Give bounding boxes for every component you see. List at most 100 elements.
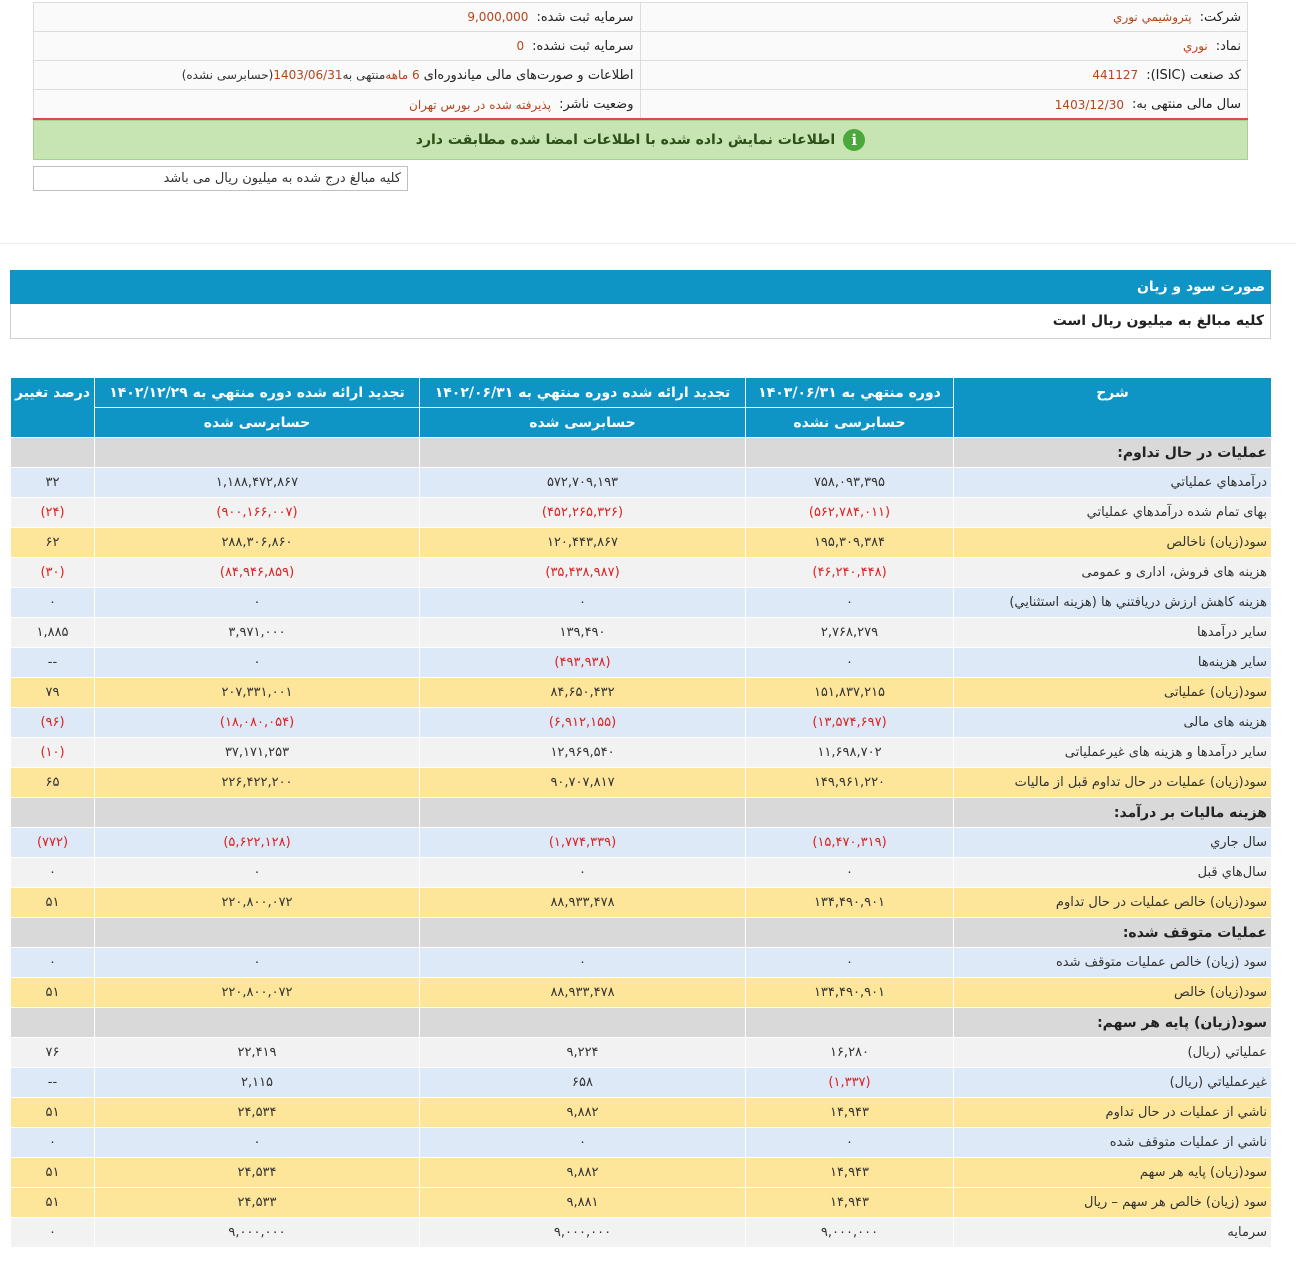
unregistered-capital-label: سرمایه ثبت نشده:: [532, 38, 634, 54]
cell-p2: ۰: [419, 857, 746, 888]
header-period-2: تجدید ارائه شده دوره منتهي به ۱۴۰۲/۰۶/۳۱: [419, 377, 746, 408]
table-row: هزینه کاهش ارزش دریافتني ها (هزينه استثن…: [10, 587, 1272, 618]
cell-pct: ۳۲: [10, 467, 95, 498]
table-row: سود (زيان) خالص هر سهم – ريال ۱۴,۹۴۳ ۹,۸۸۱…: [10, 1187, 1272, 1218]
cell-pct: [10, 1007, 95, 1038]
banner-text: اطلاعات نمایش داده شده با اطلاعات امضا ش…: [415, 132, 836, 148]
unit-note-box: کلیه مبالغ درج شده به میلیون ریال می باش…: [33, 166, 408, 191]
cell-desc: سود(زيان) پايه هر سهم:: [953, 1007, 1272, 1038]
isic-cell: کد صنعت (ISIC): 441127: [640, 61, 1247, 89]
cell-desc: سود (زيان) خالص هر سهم – ريال: [953, 1187, 1272, 1218]
cell-p3: ۰: [94, 647, 420, 678]
cell-pct: (۱۰): [10, 737, 95, 768]
cell-p1: (۱۳,۵۷۴,۶۹۷): [745, 707, 954, 738]
cell-p1: ۰: [745, 857, 954, 888]
cell-pct: --: [10, 647, 95, 678]
cell-desc: ساير درآمدها: [953, 617, 1272, 648]
cell-pct: ۵۱: [10, 1187, 95, 1218]
table-row: عمليات متوقف شده:: [10, 917, 1272, 948]
cell-p2: ۹,۲۲۴: [419, 1037, 746, 1068]
header-period-3-audit: حسابرسی شده: [94, 407, 420, 438]
cell-desc: سایر هزینه‌ها: [953, 647, 1272, 678]
cell-p1: [745, 437, 954, 468]
cell-pct: (۹۶): [10, 707, 95, 738]
table-row: سود(زيان) پايه هر سهم:: [10, 1007, 1272, 1038]
cell-pct: ۶۲: [10, 527, 95, 558]
registered-capital-cell: سرمایه ثبت شده: 9,000,000: [34, 3, 641, 31]
cell-pct: ۰: [10, 857, 95, 888]
fiscal-year-label: سال مالی منتهی به:: [1131, 97, 1241, 112]
cell-p1: (۴۶,۲۴۰,۴۴۸): [745, 557, 954, 588]
cell-pct: ۵۱: [10, 887, 95, 918]
cell-p1: ۱۴,۹۴۳: [745, 1097, 954, 1128]
cell-desc: سود(زيان) خالص: [953, 977, 1272, 1008]
header-period-3: تجدید ارائه شده دوره منتهي به ۱۴۰۲/۱۲/۲۹: [94, 377, 420, 408]
cell-desc: سود(زيان) عمليات در حال تداوم قبل از مال…: [953, 767, 1272, 798]
info-row-isic: کد صنعت (ISIC): 441127 اطلاعات و صورت‌ها…: [34, 61, 1247, 90]
cell-p3: [94, 1007, 420, 1038]
cell-p1: ۱۶,۲۸۰: [745, 1037, 954, 1068]
cell-p3: ۹,۰۰۰,۰۰۰: [94, 1217, 420, 1248]
cell-p3: [94, 437, 420, 468]
info-row-fiscal: سال مالی منتهی به: 1403/12/30 وضعیت ناشر…: [34, 90, 1247, 119]
cell-p3: ۰: [94, 947, 420, 978]
income-statement-table-wrap: شرح دوره منتهي به ۱۴۰۳/۰۶/۳۱ تجدید ارائه…: [10, 377, 1272, 1248]
cell-p3: ۲۸۸,۳۰۶,۸۶۰: [94, 527, 420, 558]
cell-desc: سرمايه: [953, 1217, 1272, 1248]
table-row: سال جاري (۱۵,۴۷۰,۳۱۹) (۱,۷۷۴,۳۳۹) (۵,۶۲۲,۱۲…: [10, 827, 1272, 858]
cell-desc: ناشي از عمليات متوقف شده: [953, 1127, 1272, 1158]
table-body: عملیات در حال تداوم: درآمدهاي عملياتي ۷۵۸,…: [10, 437, 1272, 1248]
cell-p2: ۸۸,۹۳۳,۴۷۸: [419, 977, 746, 1008]
cell-p1: ۰: [745, 647, 954, 678]
cell-p1: [745, 1007, 954, 1038]
header-period-2-audit: حسابرسی شده: [419, 407, 746, 438]
info-row-company: شرکت: پتروشيمي نوري سرمایه ثبت شده: 9,00…: [34, 3, 1247, 32]
cell-pct: ۱,۸۸۵: [10, 617, 95, 648]
company-info-box: شرکت: پتروشيمي نوري سرمایه ثبت شده: 9,00…: [33, 2, 1248, 120]
cell-desc: عمليات متوقف شده:: [953, 917, 1272, 948]
cell-p1: ۱۴,۹۴۳: [745, 1157, 954, 1188]
cell-p2: ۹,۸۸۱: [419, 1187, 746, 1218]
table-row: ناشي از عمليات در حال تداوم ۱۴,۹۴۳ ۹,۸۸۲ ۲۴…: [10, 1097, 1272, 1128]
cell-pct: ۵۱: [10, 1157, 95, 1188]
cell-p1: ۰: [745, 947, 954, 978]
cell-pct: ۰: [10, 947, 95, 978]
cell-desc: ساير درآمدها و هزينه هاى غيرعملياتى: [953, 737, 1272, 768]
cell-p1: [745, 797, 954, 828]
isic-label: کد صنعت (ISIC):: [1146, 67, 1241, 83]
table-row: هزينه هاى مالى (۱۳,۵۷۴,۶۹۷) (۶,۹۱۲,۱۵۵) (۱۸…: [10, 707, 1272, 738]
isic-value: 441127: [1092, 68, 1139, 82]
cell-p2: [419, 797, 746, 828]
cell-p2: ۶۵۸: [419, 1067, 746, 1098]
cell-desc: بهاى تمام شده درآمدهاي عملياتي: [953, 497, 1272, 528]
cell-p3: ۲۲,۴۱۹: [94, 1037, 420, 1068]
cell-desc: هزينه هاى فروش، ادارى و عمومى: [953, 557, 1272, 588]
cell-p2: ۰: [419, 1127, 746, 1158]
cell-p2: ۹,۸۸۲: [419, 1097, 746, 1128]
cell-p3: [94, 917, 420, 948]
cell-p2: ۹۰,۷۰۷,۸۱۷: [419, 767, 746, 798]
cell-p2: ۵۷۲,۷۰۹,۱۹۳: [419, 467, 746, 498]
cell-p2: [419, 437, 746, 468]
table-row: درآمدهاي عملياتي ۷۵۸,۰۹۳,۳۹۵ ۵۷۲,۷۰۹,۱۹۳ ۱,…: [10, 467, 1272, 498]
company-name-cell: شرکت: پتروشيمي نوري: [640, 3, 1247, 31]
cell-desc: درآمدهاي عملياتي: [953, 467, 1272, 498]
cell-p1: ۱۵۱,۸۳۷,۲۱۵: [745, 677, 954, 708]
cell-p2: ۹,۰۰۰,۰۰۰: [419, 1217, 746, 1248]
table-row: سود(زيان) ناخالص ۱۹۵,۳۰۹,۳۸۴ ۱۲۰,۴۴۳,۸۶۷ ۲۸…: [10, 527, 1272, 558]
cell-p1: ۰: [745, 1127, 954, 1158]
table-row: سود(زيان) خالص ۱۳۴,۴۹۰,۹۰۱ ۸۸,۹۳۳,۴۷۸ ۲۲۰,۸…: [10, 977, 1272, 1008]
cell-pct: ۵۱: [10, 1097, 95, 1128]
symbol-cell: نماد: نوري: [640, 32, 1247, 60]
table-row: هزينه هاى فروش، ادارى و عمومى (۴۶,۲۴۰,۴۴۸…: [10, 557, 1272, 588]
cell-p1: ۱۴۹,۹۶۱,۲۲۰: [745, 767, 954, 798]
cell-p3: ۲,۱۱۵: [94, 1067, 420, 1098]
cell-p3: ۰: [94, 1127, 420, 1158]
cell-p2: ۸۸,۹۳۳,۴۷۸: [419, 887, 746, 918]
cell-p1: [745, 917, 954, 948]
cell-p2: ۸۴,۶۵۰,۴۳۲: [419, 677, 746, 708]
table-row: سال‌هاي قبل ۰ ۰ ۰ ۰: [10, 857, 1272, 888]
cell-p2: ۱۳۹,۴۹۰: [419, 617, 746, 648]
report-description-cell: اطلاعات و صورت‌های مالی میاندوره‌ای 6 ما…: [34, 61, 641, 89]
table-row: بهاى تمام شده درآمدهاي عملياتي (۵۶۲,۷۸۴,۰…: [10, 497, 1272, 528]
